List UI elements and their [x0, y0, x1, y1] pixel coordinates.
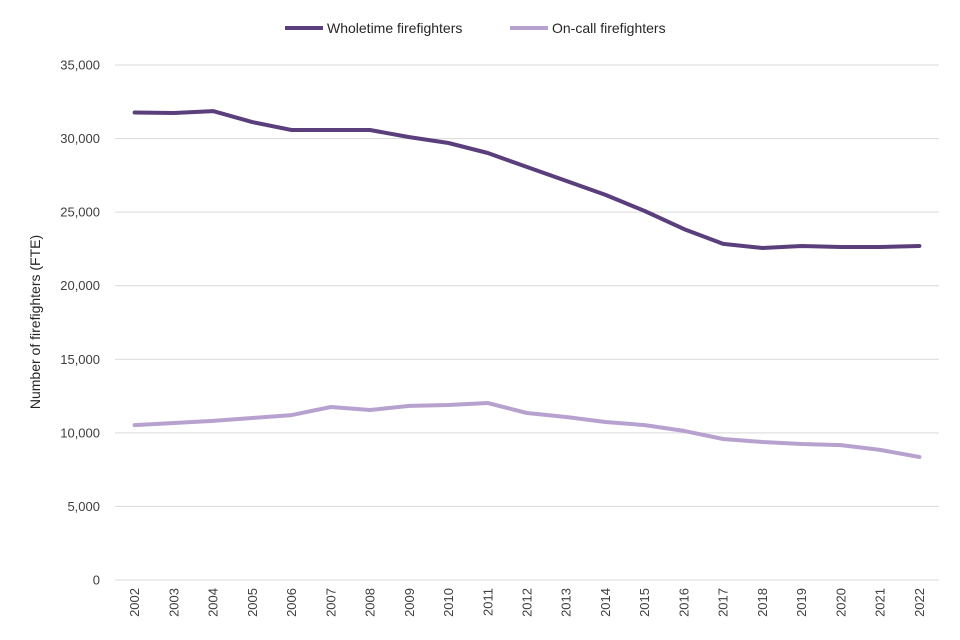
x-tick-label: 2015 [637, 588, 652, 617]
x-tick-label: 2010 [441, 588, 456, 617]
y-tick-label: 20,000 [60, 278, 100, 293]
y-tick-label: 0 [93, 573, 100, 588]
x-tick-label: 2007 [323, 588, 338, 617]
y-tick-label: 35,000 [60, 58, 100, 73]
x-tick-label: 2017 [716, 588, 731, 617]
y-tick-label: 10,000 [60, 425, 100, 440]
x-tick-label: 2006 [284, 588, 299, 617]
y-tick-label: 5,000 [67, 499, 100, 514]
x-tick-label: 2014 [598, 588, 613, 617]
y-axis-ticks: 0 5,000 10,000 15,000 20,000 25,000 30,000 35,0… [60, 58, 100, 588]
x-tick-label: 2022 [912, 588, 927, 617]
x-tick-label: 2009 [402, 588, 417, 617]
x-tick-label: 2016 [676, 588, 691, 617]
gridlines [115, 64, 939, 581]
y-tick-label: 25,000 [60, 205, 100, 220]
x-tick-label: 2005 [245, 588, 260, 617]
legend-label-wholetime: Wholetime firefighters [327, 20, 462, 36]
series-line-on-call [132, 401, 922, 459]
x-tick-label: 2002 [127, 588, 142, 617]
y-tick-label: 30,000 [60, 131, 100, 146]
legend-label-on-call: On-call firefighters [552, 20, 666, 36]
y-axis-title: Number of firefighters (FTE) [27, 235, 43, 409]
series-line-wholetime [132, 109, 922, 250]
x-tick-label: 2021 [873, 588, 888, 617]
x-axis-ticks: 2002 2003 2004 2005 2006 2007 2008 2009 2010 2011… [127, 588, 927, 617]
x-tick-label: 2012 [520, 588, 535, 617]
x-tick-label: 2013 [559, 588, 574, 617]
x-tick-label: 2004 [206, 588, 221, 617]
x-tick-label: 2020 [833, 588, 848, 617]
y-tick-label: 15,000 [60, 352, 100, 367]
x-tick-label: 2011 [480, 588, 495, 616]
series-lines [132, 109, 922, 459]
x-tick-label: 2019 [794, 588, 809, 617]
legend: Wholetime firefighters On-call firefight… [285, 20, 666, 36]
x-tick-label: 2008 [363, 588, 378, 617]
x-tick-label: 2003 [166, 588, 181, 617]
x-tick-label: 2018 [755, 588, 770, 617]
